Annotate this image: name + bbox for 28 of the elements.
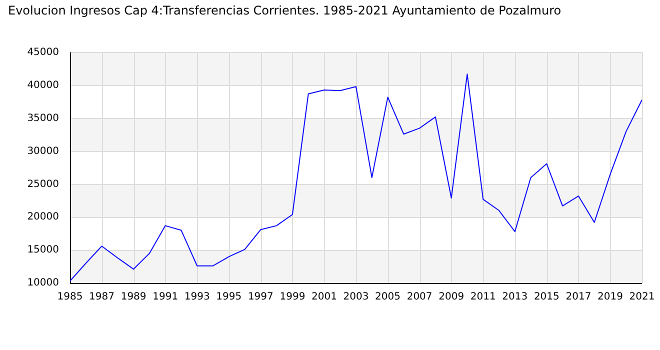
x-tick-label: 1999	[280, 292, 306, 303]
y-tick-label: 10000	[27, 278, 59, 289]
x-tick-label: 2021	[629, 292, 655, 303]
y-tick-label: 30000	[27, 146, 59, 157]
x-tick-label: 1987	[89, 292, 115, 303]
x-tick-label: 1997	[248, 292, 274, 303]
x-tick-label: 2017	[566, 292, 592, 303]
chart-title: Evolucion Ingresos Cap 4:Transferencias Corrientes. 1985-2021 Ayuntamiento de Pozalmuro	[8, 3, 562, 18]
y-tick-label: 45000	[27, 46, 59, 58]
y-tick-label: 20000	[27, 212, 59, 223]
x-tick-label: 2019	[597, 292, 623, 303]
y-tick-label: 25000	[27, 178, 59, 190]
x-tick-label: 2001	[311, 292, 337, 303]
y-tick-label: 35000	[27, 112, 59, 124]
x-tick-label: 1985	[57, 292, 83, 303]
x-tick-label: 2003	[343, 292, 369, 303]
x-tick-label: 2015	[534, 292, 560, 303]
x-tick-label: 2013	[502, 292, 528, 303]
x-tick-label: 1991	[152, 292, 178, 303]
x-tick-label: 1995	[216, 292, 242, 303]
x-tick-label: 2009	[438, 292, 464, 303]
x-tick-label: 2011	[470, 292, 496, 303]
y-tick-label: 15000	[27, 244, 59, 256]
y-tick-label: 40000	[27, 80, 59, 91]
x-tick-label: 1993	[184, 292, 210, 303]
x-tick-label: 1989	[120, 292, 146, 303]
x-tick-label: 2007	[406, 292, 432, 303]
x-tick-label: 2005	[375, 292, 401, 303]
